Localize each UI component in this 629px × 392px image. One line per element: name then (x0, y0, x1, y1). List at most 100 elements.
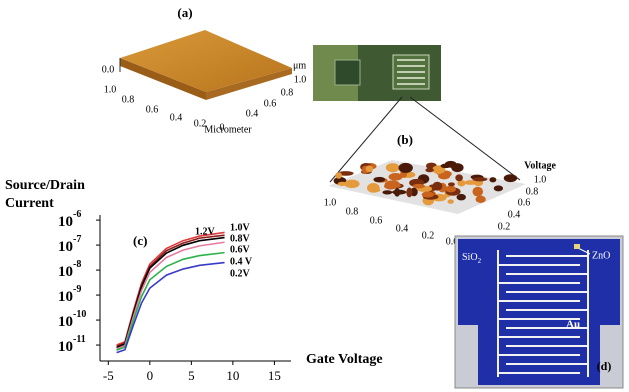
x-tick-label: 5 (188, 368, 195, 383)
axis-unit: μm (293, 60, 306, 71)
tick-label: 0.6 (370, 215, 383, 226)
tick-label: 1.0 (534, 174, 547, 185)
tick-label: 0.6 (518, 197, 531, 208)
grain (425, 167, 434, 173)
grain (455, 174, 463, 182)
y-tick-exponent: -10 (73, 309, 86, 320)
panel-b: (b) Voltage 1.00.80.60.40.20.0 1.00.80.6… (324, 132, 557, 247)
series-label: 1.0V (230, 222, 251, 233)
microscope-image (313, 45, 521, 183)
grain (373, 176, 386, 183)
grain (421, 191, 434, 198)
panel-d: SiO2 ZnO Au (d) (454, 235, 624, 389)
grain (445, 185, 457, 193)
grain (475, 195, 486, 203)
surface-side (206, 68, 292, 100)
electrode-label: Au (566, 319, 580, 331)
series-label: 0.6V (230, 244, 251, 255)
y-tick-base: 10 (58, 265, 73, 281)
grain (457, 179, 466, 187)
grain (447, 182, 455, 187)
grain (438, 173, 451, 180)
grain (385, 163, 400, 173)
y-tick-label: 10-6 (58, 209, 81, 230)
grain (337, 181, 347, 186)
tick-label: 0.8 (281, 87, 294, 98)
series-label: 0.2V (230, 268, 251, 279)
series-line (116, 251, 225, 351)
y-tick-exponent: -7 (73, 234, 81, 245)
zoom-line (409, 96, 521, 181)
grain (451, 163, 464, 173)
tick-label: 0.6 (264, 98, 277, 109)
grain (398, 162, 413, 173)
tick-label: 0.4 (170, 112, 183, 123)
grain (493, 185, 504, 192)
grain (456, 193, 466, 201)
x-axis-label: Gate Voltage (306, 352, 383, 367)
y-tick-label: 10-7 (58, 234, 81, 255)
tick-label: 1.0 (294, 74, 307, 85)
tick-label: 0.8 (122, 94, 135, 105)
electrode-pattern (397, 59, 425, 85)
y-tick-label: 10-9 (58, 284, 81, 305)
tick-label: 0.4 (246, 108, 259, 119)
zno-pad (574, 244, 580, 249)
x-tick-label: 15 (268, 368, 281, 383)
axis-label: Voltage (524, 160, 556, 171)
grain (335, 172, 343, 179)
x-tick-label: -5 (103, 368, 114, 383)
film-label: ZnO (592, 250, 610, 261)
grain (344, 179, 360, 189)
tick-label: 1.0 (104, 84, 117, 95)
photo-region (334, 59, 361, 86)
y-tick-base: 10 (58, 339, 73, 355)
tick-label: 0.8 (526, 186, 539, 197)
grain (382, 190, 393, 195)
y-axis-label: Current (5, 196, 54, 211)
y-tick-base: 10 (58, 290, 73, 306)
surface-side (120, 58, 206, 100)
y-tick-exponent: -6 (73, 209, 81, 220)
x-tick-label: 10 (226, 368, 239, 383)
y-tick-base: 10 (58, 315, 73, 331)
tick-label: 0.0 (446, 236, 459, 247)
grain (447, 199, 454, 204)
zoom-line (329, 96, 403, 183)
grain (464, 180, 477, 185)
grain (366, 183, 380, 193)
y-tick-label: 10-10 (58, 309, 86, 330)
y-tick-base: 10 (58, 240, 73, 256)
y-tick-base: 10 (58, 215, 73, 231)
panel-label: (b) (397, 132, 413, 147)
grain (432, 181, 443, 191)
y-tick-exponent: -11 (73, 334, 86, 345)
grain (406, 187, 413, 198)
tick-label: 0 (220, 122, 225, 133)
tick-label: 0.0 (102, 64, 115, 75)
grain (489, 177, 497, 183)
grain (503, 174, 518, 183)
tick-label: 0.2 (498, 221, 511, 232)
grain (384, 180, 400, 189)
series-label: 0.4 V (230, 256, 253, 267)
tick-label: 0.8 (346, 206, 359, 217)
panel-label: (a) (177, 5, 192, 20)
grain (388, 172, 403, 181)
series-line (116, 261, 225, 354)
afm-surface (120, 30, 292, 92)
series-label: 0.8V (230, 233, 251, 244)
axis-label: Micrometer (204, 124, 252, 135)
panel-a: (a) 0.0 1.00.80.60.40.2 0 μm1.00.80.60.4 … (102, 5, 307, 135)
y-tick-exponent: -9 (73, 284, 81, 295)
tick-label: 0.6 (146, 104, 159, 115)
panel-label: (c) (133, 233, 147, 248)
grain (472, 186, 484, 197)
tick-label: 0.4 (508, 209, 521, 220)
y-tick-exponent: -8 (73, 259, 81, 270)
substrate-label: SiO2 (462, 252, 482, 264)
grain (472, 177, 488, 182)
